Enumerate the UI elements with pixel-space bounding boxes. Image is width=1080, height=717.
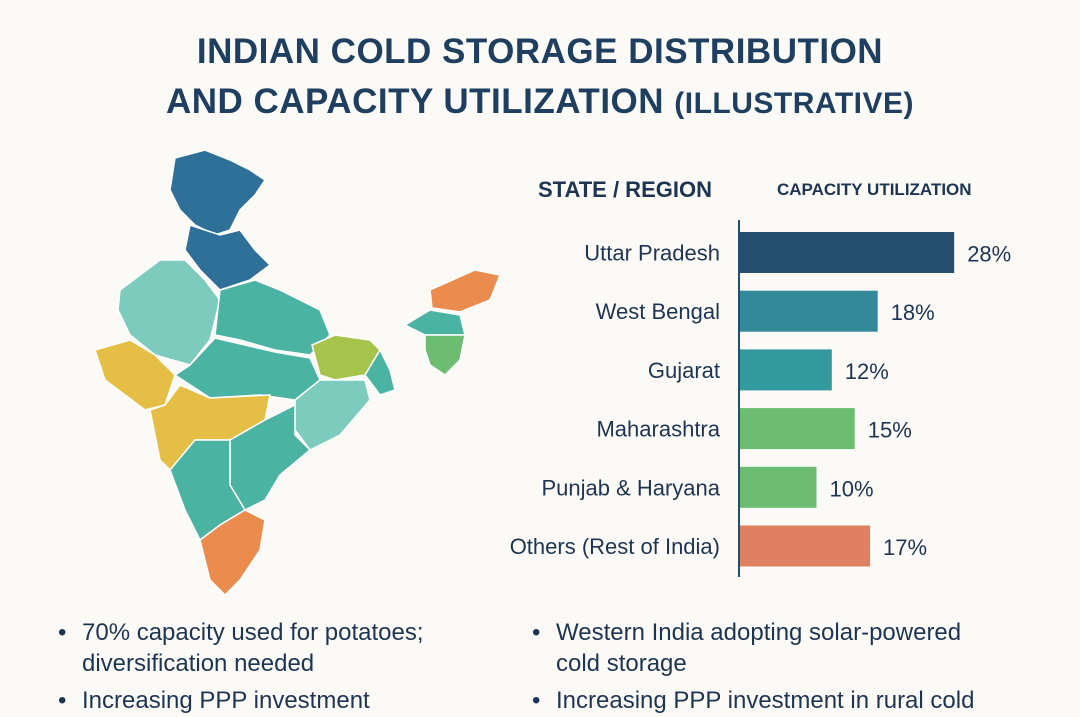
bar — [740, 466, 817, 508]
bullet-item: • Western India adopting solar-powered col… — [532, 617, 962, 679]
bullet-text: Increasing PPP investment in rural cold — [556, 687, 975, 714]
map-region-northeast — [403, 309, 466, 336]
map-region-north — [169, 149, 267, 236]
bullet-text: cold storage — [556, 650, 687, 677]
value-header: CAPACITY UTILIZATION — [777, 180, 972, 199]
map-region-arunachal — [429, 269, 502, 313]
bullet-dot: • — [58, 619, 67, 646]
bullet-dot: • — [532, 687, 541, 714]
category-header: STATE / REGION — [538, 177, 712, 202]
bullet-item: • 70% capacity used for potatoes; diversif… — [58, 617, 424, 679]
bar — [740, 525, 871, 567]
category-label: West Bengal — [596, 299, 720, 324]
bullet-item: • Increasing PPP investment in rural cold — [532, 685, 975, 716]
bar — [740, 408, 855, 450]
map-region-tamil-nadu — [199, 509, 266, 597]
value-label: 10% — [830, 476, 874, 501]
bar — [740, 232, 955, 273]
category-label: Maharashtra — [596, 417, 720, 442]
bullet-dot: • — [58, 687, 67, 714]
bullet-dot: • — [532, 619, 541, 646]
title-line-1: INDIAN COLD STORAGE DISTRIBUTION — [196, 32, 884, 71]
map-region-himachal — [184, 224, 272, 291]
map-region-odisha — [294, 379, 371, 451]
title-main: AND CAPACITY UTILIZATION — [165, 82, 665, 121]
bullet-text: diversification needed — [82, 650, 315, 677]
title-suffix: (ILLUSTRATIVE) — [674, 87, 915, 120]
value-label: 12% — [845, 359, 889, 384]
map-region-rajasthan — [117, 259, 221, 366]
map-region-northeast-south — [424, 334, 466, 376]
value-label: 15% — [868, 418, 912, 443]
category-label: Others (Rest of India) — [510, 534, 720, 559]
category-label: Punjab & Haryana — [541, 475, 720, 500]
bullet-text: Western India adopting solar-powered — [556, 619, 962, 646]
value-label: 28% — [967, 242, 1011, 267]
india-map — [94, 149, 502, 597]
bullet-text: Increasing PPP investment — [82, 687, 370, 714]
value-label: 18% — [891, 300, 935, 325]
category-label: Uttar Pradesh — [584, 241, 720, 266]
value-label: 17% — [883, 535, 927, 560]
bar — [740, 349, 832, 391]
bullet-text: 70% capacity used for potatoes; — [82, 619, 424, 646]
category-label: Gujarat — [648, 358, 720, 383]
bar — [740, 290, 878, 332]
bullet-item: • Increasing PPP investment — [58, 685, 370, 716]
map-region-west-bengal — [364, 348, 396, 396]
title-line-2: AND CAPACITY UTILIZATION (ILLUSTRATIVE) — [0, 82, 1080, 122]
